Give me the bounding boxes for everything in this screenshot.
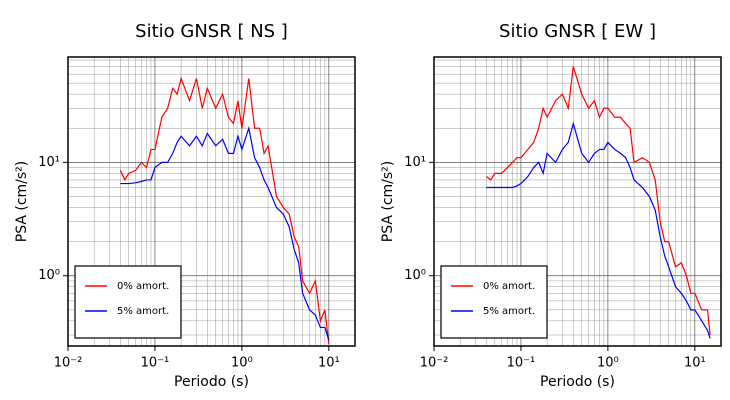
legend-box (440, 265, 548, 339)
plot-frame (433, 56, 722, 347)
series-line (120, 125, 330, 341)
x-tick-label: 10¹ (318, 356, 340, 371)
series-line (485, 66, 711, 336)
y-axis-label: PSA (cm/s²) (380, 161, 396, 243)
x-tick-label: 10⁻¹ (507, 356, 536, 371)
y-tick-label: 10⁰ (404, 268, 426, 283)
chart-title: Sitio GNSR [ NS ] (135, 21, 288, 42)
y-tick-label: 10⁰ (38, 268, 60, 283)
legend-label: 5% amort. (483, 306, 535, 317)
x-tick-label: 10⁻² (420, 356, 449, 371)
y-axis-label: PSA (cm/s²) (14, 161, 30, 243)
legend-label: 5% amort. (117, 306, 169, 317)
x-axis-label: Periodo (s) (540, 374, 615, 390)
y-tick-label: 10¹ (404, 155, 426, 170)
x-tick-label: 10⁻² (54, 356, 83, 371)
legend-box (74, 265, 182, 339)
chart-title: Sitio GNSR [ EW ] (499, 21, 656, 42)
x-tick-label: 10⁻¹ (141, 356, 170, 371)
legend-label: 0% amort. (117, 281, 169, 292)
series-line (119, 76, 330, 345)
x-tick-label: 10¹ (684, 356, 706, 371)
y-tick-label: 10¹ (38, 155, 60, 170)
legend-label: 0% amort. (483, 281, 535, 292)
plot-frame (67, 56, 356, 347)
series-line (486, 121, 711, 339)
x-tick-label: 10⁰ (231, 356, 253, 371)
x-axis-label: Periodo (s) (174, 374, 249, 390)
x-tick-label: 10⁰ (597, 356, 619, 371)
